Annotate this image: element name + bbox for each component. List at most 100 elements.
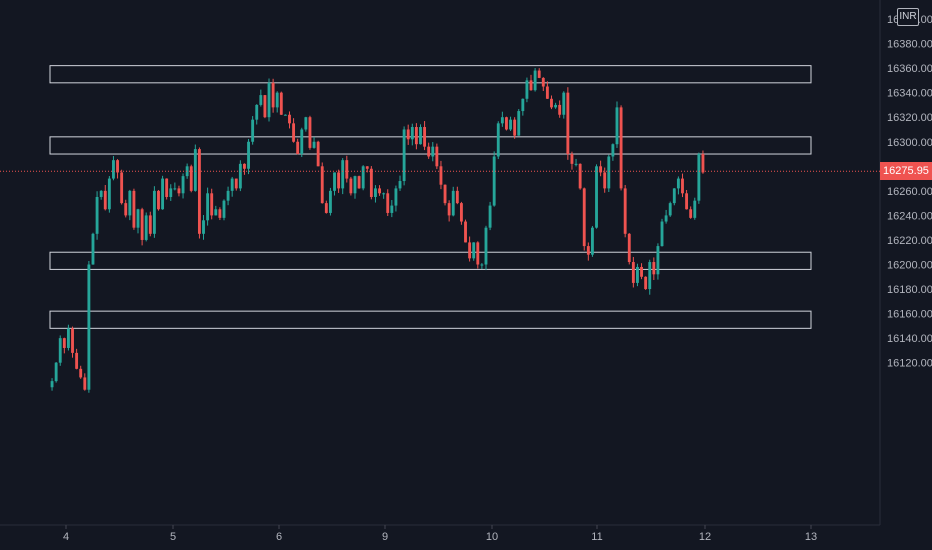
candle-body xyxy=(623,188,627,234)
candle-body xyxy=(521,98,525,112)
candle-body xyxy=(689,209,693,218)
candle-body xyxy=(619,107,623,189)
candle-body xyxy=(320,166,324,204)
candle-body xyxy=(189,166,193,191)
candle xyxy=(91,232,95,265)
candle-body xyxy=(697,154,701,201)
candle xyxy=(390,200,394,218)
candle xyxy=(476,241,480,269)
candle xyxy=(406,124,410,145)
candle xyxy=(496,121,500,160)
candle xyxy=(648,259,652,295)
candle-body xyxy=(116,160,119,173)
candle-body xyxy=(328,190,332,213)
candle-body xyxy=(279,92,283,115)
price-tick-label: 16260.00 xyxy=(887,186,932,198)
candle xyxy=(234,178,238,191)
candle xyxy=(136,208,140,234)
candle-body xyxy=(566,92,570,155)
candle xyxy=(50,378,54,391)
candle-body xyxy=(324,203,328,213)
candle xyxy=(398,175,402,191)
candle-body xyxy=(398,181,402,189)
price-tick-label: 16300.00 xyxy=(887,137,932,149)
candle xyxy=(455,186,459,205)
price-tick-label: 16120.00 xyxy=(887,358,932,370)
candle-body xyxy=(590,227,594,255)
candle xyxy=(222,199,226,221)
candle xyxy=(533,68,537,92)
time-tick-label: 13 xyxy=(805,531,817,543)
candle-body xyxy=(550,98,553,108)
price-axis-ticks: 16120.00 16140.00 16160.00 16180.00 16200.00… xyxy=(887,14,932,370)
candle-body xyxy=(525,80,529,99)
candle xyxy=(169,184,173,201)
candle-body xyxy=(558,104,562,115)
candle xyxy=(566,87,570,160)
zone-box-2[interactable] xyxy=(49,136,812,155)
candle-body xyxy=(378,188,381,194)
candle xyxy=(619,105,623,191)
candle xyxy=(218,207,222,221)
candle-body xyxy=(132,190,136,228)
candle xyxy=(243,163,246,175)
candle xyxy=(283,114,287,116)
candle xyxy=(562,91,566,119)
candle xyxy=(107,176,111,213)
candle-body xyxy=(193,149,197,191)
zone-box-4[interactable] xyxy=(49,310,812,329)
candle-body xyxy=(271,82,275,108)
candle xyxy=(279,91,283,115)
candle xyxy=(578,163,582,190)
candle xyxy=(181,173,185,199)
candle xyxy=(443,184,447,206)
candle xyxy=(197,147,201,239)
price-tick-label: 16380.00 xyxy=(887,39,932,51)
candle xyxy=(554,102,558,109)
price-tick-label: 16140.00 xyxy=(887,333,932,345)
candle xyxy=(636,263,639,287)
candle xyxy=(623,184,627,238)
zone-box-3[interactable] xyxy=(49,251,812,270)
candle xyxy=(431,142,435,162)
candle xyxy=(640,263,643,280)
candle-body xyxy=(681,178,684,194)
candle-body xyxy=(243,163,246,169)
candle-body xyxy=(226,190,230,201)
candle-body xyxy=(275,92,279,108)
zone-box-1[interactable] xyxy=(49,65,812,84)
candle xyxy=(484,225,488,271)
candle xyxy=(480,263,484,270)
candle-body xyxy=(517,111,521,136)
candle xyxy=(664,209,668,224)
time-axis-ticks: 4 5 6 9 10 11 12 13 xyxy=(63,525,817,543)
candle-body xyxy=(435,146,439,167)
candle xyxy=(427,142,431,159)
candle xyxy=(341,158,345,195)
candle xyxy=(550,95,553,110)
horizontal-zones xyxy=(49,65,812,329)
candle xyxy=(615,101,619,148)
currency-button[interactable]: INR xyxy=(897,8,919,26)
candle-body xyxy=(676,178,680,189)
candle xyxy=(599,160,603,177)
candle xyxy=(214,205,218,216)
candle-body xyxy=(537,70,541,78)
candle-body xyxy=(99,190,103,197)
price-tick-label: 16180.00 xyxy=(887,284,932,296)
candle xyxy=(689,206,693,219)
candle-body xyxy=(386,193,390,213)
candle-body xyxy=(419,127,422,145)
candle xyxy=(161,175,165,210)
candle-body xyxy=(369,168,373,197)
candle-body xyxy=(218,209,222,218)
candle xyxy=(451,186,455,217)
candle xyxy=(603,167,607,193)
candle-body xyxy=(79,368,83,378)
candle-body xyxy=(288,114,291,124)
candle xyxy=(419,124,422,145)
candle-body xyxy=(365,166,369,169)
candle-body xyxy=(582,188,586,247)
candle xyxy=(361,165,365,191)
